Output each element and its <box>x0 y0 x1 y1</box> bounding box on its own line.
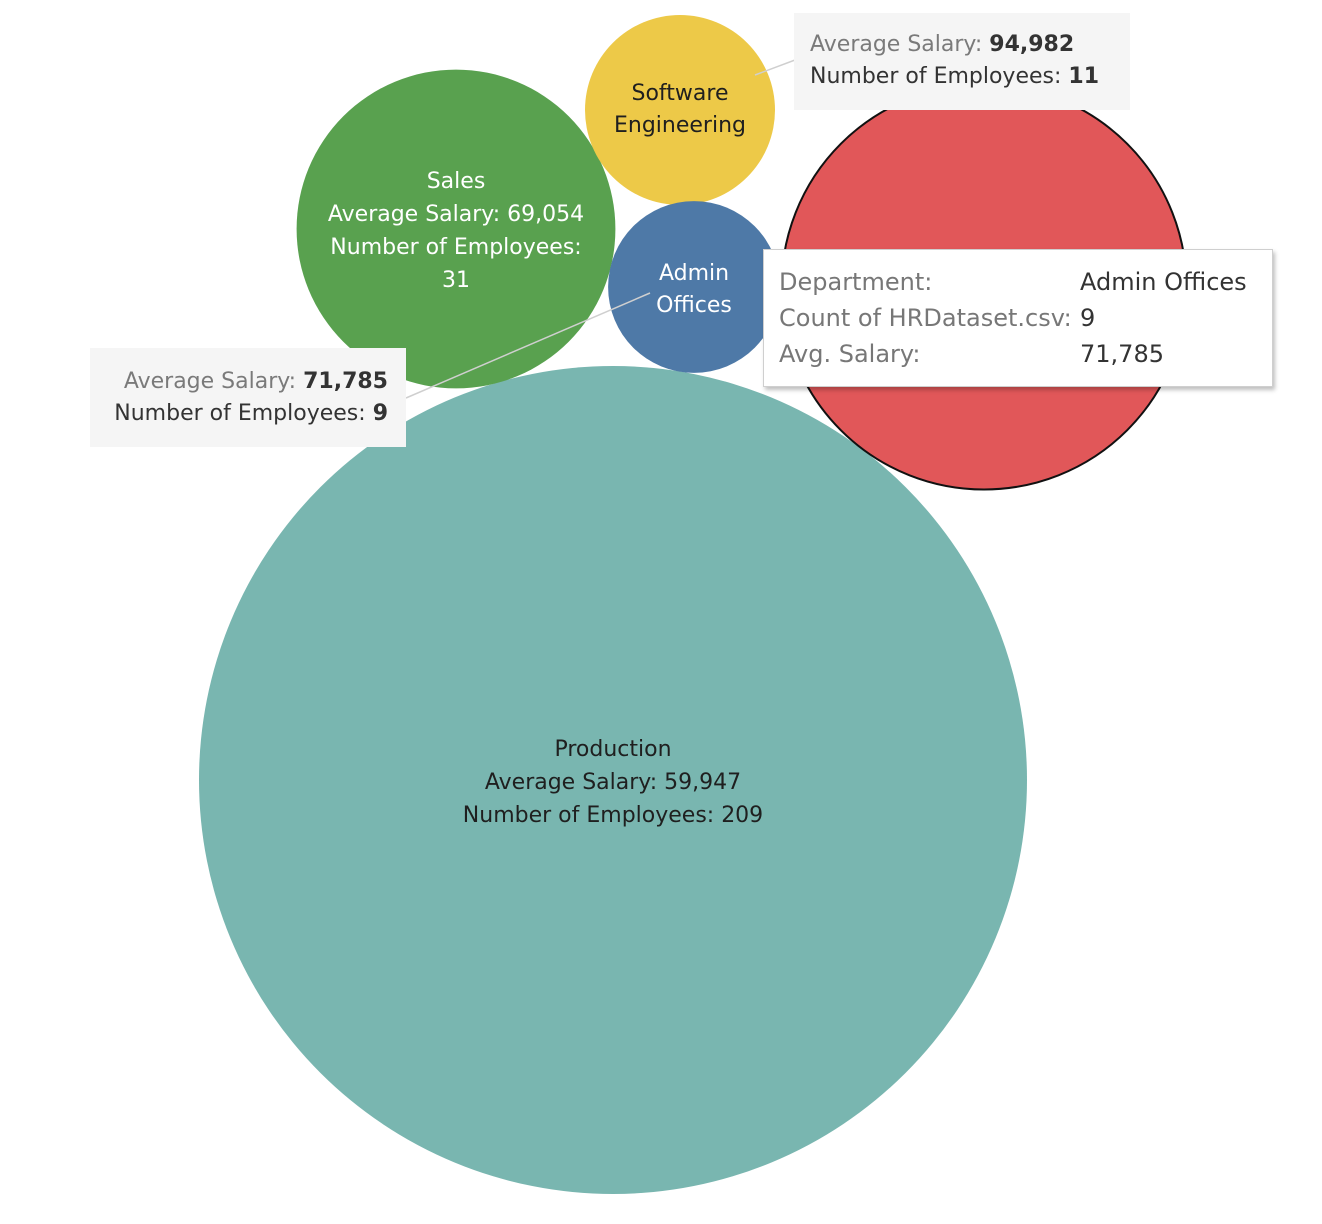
annotation-connector-line <box>405 292 651 399</box>
bubble-production[interactable] <box>199 366 1027 1194</box>
bubble-software-engineering[interactable] <box>585 15 775 205</box>
tooltip-row-salary: Avg. Salary: 71,785 <box>779 340 1164 368</box>
annotation-lines <box>405 59 796 399</box>
bubble-label-line: 31 <box>442 268 470 293</box>
annotation-employees-value: 9 <box>372 401 388 426</box>
annotation-software-engineering: Average Salary: 94,982 Number of Employe… <box>794 13 1130 110</box>
bubble-label-line: Production <box>554 737 671 762</box>
tooltip-key: Department: <box>779 268 933 296</box>
annotation-employees-row: Number of Employees: 9 <box>90 398 388 430</box>
tooltip-row-department: Department: Admin Offices <box>779 268 1247 296</box>
tooltip: Department: Admin Offices Count of HRDat… <box>763 249 1273 387</box>
bubble-label-line: Number of Employees: <box>330 235 581 260</box>
bubble-label-line: Software <box>632 81 729 106</box>
bubble-labels-layer: Production Average Salary: 59,947 Number o… <box>328 81 763 828</box>
annotation-admin-offices: Average Salary: 71,785 Number of Employe… <box>90 348 406 447</box>
annotation-salary-value: 71,785 <box>303 369 388 394</box>
tooltip-key: Count of HRDataset.csv: <box>779 304 1072 332</box>
annotation-employees-key: Number of Employees: <box>114 401 366 426</box>
bubble-label-line: Average Salary: 69,054 <box>328 202 584 227</box>
tooltip-value: 71,785 <box>1080 340 1164 368</box>
annotation-employees-key: Number of Employees: <box>810 64 1062 89</box>
annotation-salary-value: 94,982 <box>989 32 1075 57</box>
bubble-sales[interactable] <box>296 69 616 389</box>
annotation-salary-key: Average Salary: <box>123 369 297 394</box>
bubble-label-line: Engineering <box>614 113 746 138</box>
annotation-connector-line <box>754 59 796 76</box>
annotation-employees-row: Number of Employees: 11 <box>810 61 1130 93</box>
tooltip-row-count: Count of HRDataset.csv: 9 <box>779 304 1095 332</box>
annotation-salary-row: Average Salary: 94,982 <box>810 29 1130 61</box>
bubble-label-line: Number of Employees: 209 <box>463 803 763 828</box>
bubbles-layer <box>199 15 1188 1194</box>
bubble-label-line: Offices <box>656 293 732 318</box>
tooltip-value: 9 <box>1080 304 1096 332</box>
annotation-salary-row: Average Salary: 71,785 <box>90 366 388 398</box>
bubble-admin-offices[interactable] <box>608 201 780 373</box>
annotation-salary-key: Average Salary: <box>810 32 983 57</box>
bubble-label-line: Sales <box>427 169 486 194</box>
annotation-employees-value: 11 <box>1068 64 1100 89</box>
tooltip-value: Admin Offices <box>1080 268 1247 296</box>
bubble-label-line: Average Salary: 59,947 <box>485 770 741 795</box>
tooltip-key: Avg. Salary: <box>779 340 921 368</box>
bubble-label-line: Admin <box>659 261 729 286</box>
